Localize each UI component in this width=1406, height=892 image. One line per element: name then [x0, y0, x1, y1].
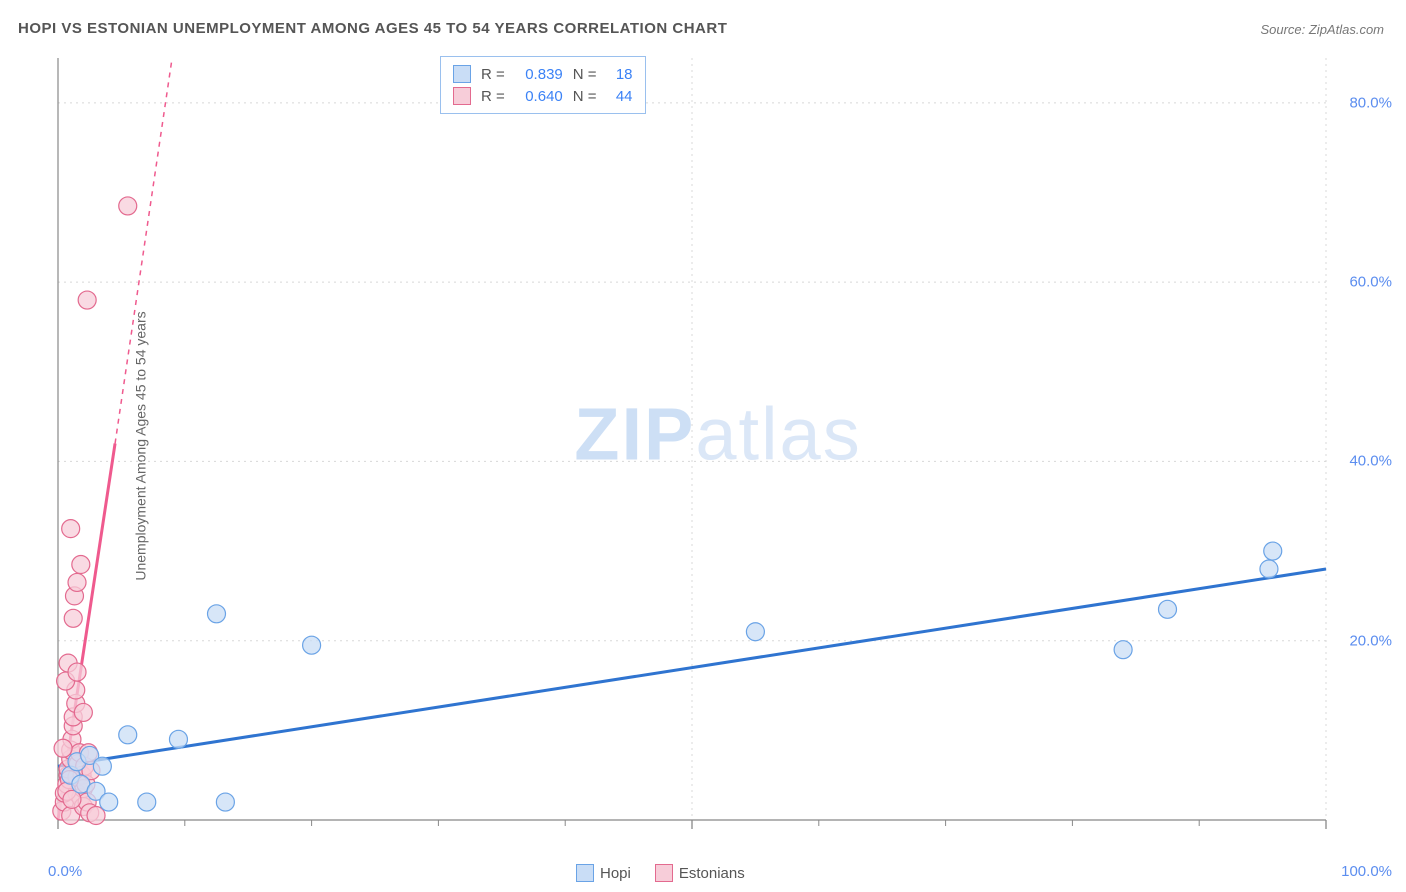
x-tick-max: 100.0% — [1341, 863, 1392, 880]
legend-series: Hopi Estonians — [576, 864, 745, 882]
legend-r-value-estonians: 0.640 — [513, 88, 563, 105]
y-tick-label: 60.0% — [1349, 274, 1392, 291]
legend-label-hopi: Hopi — [600, 865, 631, 882]
legend-correlation: R = 0.839 N = 18 R = 0.640 N = 44 — [440, 56, 646, 114]
legend-swatch-hopi — [576, 864, 594, 882]
legend-n-value-estonians: 44 — [605, 88, 633, 105]
legend-r-value-hopi: 0.839 — [513, 66, 563, 83]
legend-swatch-estonians — [655, 864, 673, 882]
y-tick-label: 20.0% — [1349, 632, 1392, 649]
legend-row-estonians: R = 0.640 N = 44 — [453, 85, 633, 107]
plot-area: ZIPatlas — [50, 50, 1386, 850]
legend-label-estonians: Estonians — [679, 865, 745, 882]
legend-swatch-hopi — [453, 65, 471, 83]
legend-r-label: R = — [481, 66, 505, 83]
legend-item-hopi: Hopi — [576, 864, 631, 882]
x-tick-min: 0.0% — [48, 863, 82, 880]
legend-n-label: N = — [573, 88, 597, 105]
legend-n-value-hopi: 18 — [605, 66, 633, 83]
legend-item-estonians: Estonians — [655, 864, 745, 882]
chart-title: HOPI VS ESTONIAN UNEMPLOYMENT AMONG AGES… — [18, 20, 727, 37]
y-tick-label: 80.0% — [1349, 94, 1392, 111]
legend-row-hopi: R = 0.839 N = 18 — [453, 63, 633, 85]
legend-swatch-estonians — [453, 87, 471, 105]
scatter-chart — [50, 50, 1386, 850]
legend-r-label: R = — [481, 88, 505, 105]
y-tick-label: 40.0% — [1349, 453, 1392, 470]
legend-n-label: N = — [573, 66, 597, 83]
source-attribution: Source: ZipAtlas.com — [1260, 22, 1384, 37]
